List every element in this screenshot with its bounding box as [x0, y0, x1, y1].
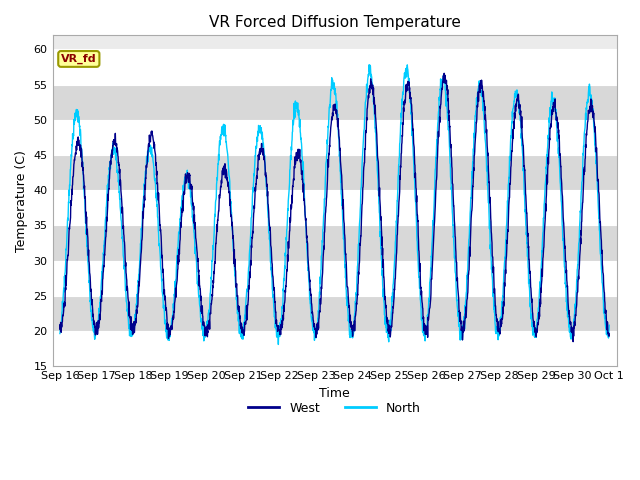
- X-axis label: Time: Time: [319, 387, 350, 400]
- Text: VR_fd: VR_fd: [61, 54, 97, 64]
- Bar: [52, 49, 616, 84]
- Y-axis label: Temperature (C): Temperature (C): [15, 150, 28, 252]
- Legend: West, North: West, North: [243, 396, 426, 420]
- Bar: [52, 120, 616, 155]
- Bar: [52, 296, 616, 331]
- Bar: [52, 226, 616, 261]
- Bar: [52, 190, 616, 226]
- Bar: [52, 331, 616, 366]
- Bar: [52, 155, 616, 190]
- Bar: [52, 84, 616, 120]
- Title: VR Forced Diffusion Temperature: VR Forced Diffusion Temperature: [209, 15, 461, 30]
- Bar: [52, 261, 616, 296]
